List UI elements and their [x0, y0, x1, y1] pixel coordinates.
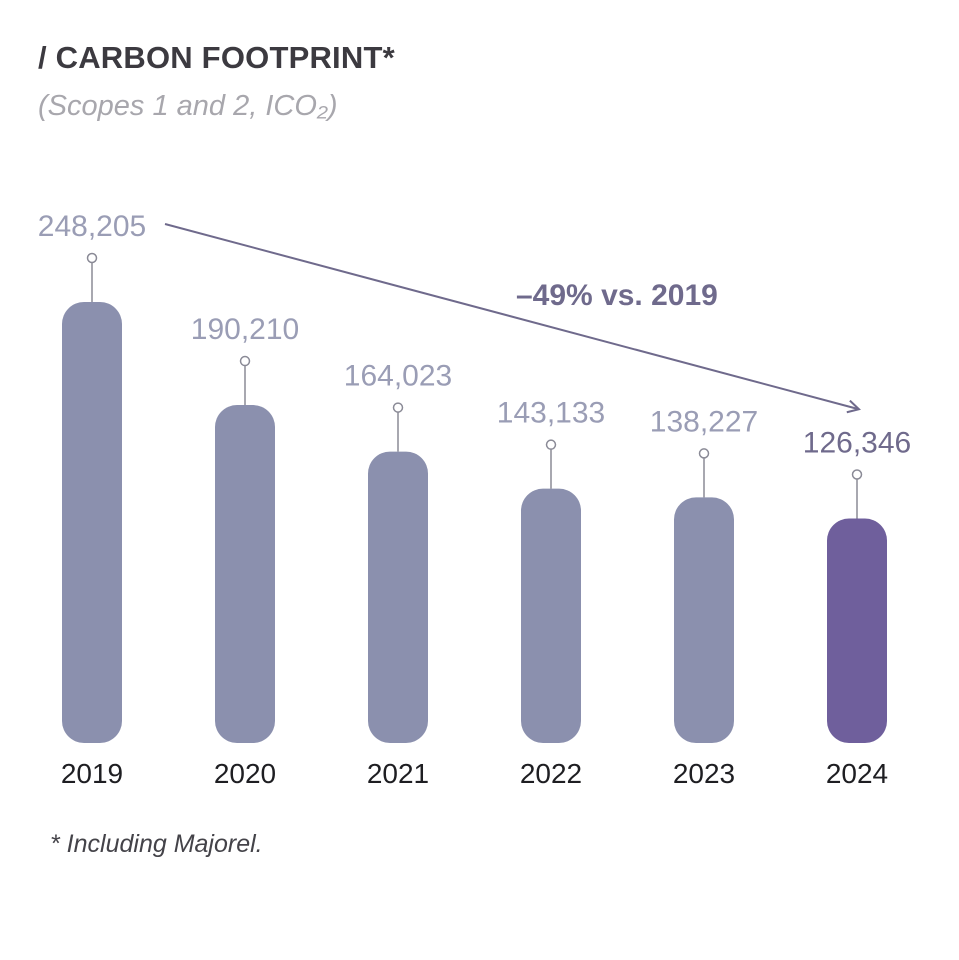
bar-leader-dot [239, 355, 251, 367]
trend-annotation: –49% vs. 2019 [516, 279, 718, 312]
chart-subtitle: (Scopes 1 and 2, ICO₂) [38, 90, 338, 122]
footnote: * Including Majorel. [50, 830, 263, 858]
value-label-2020: 190,210 [191, 313, 299, 346]
bar-2021 [368, 451, 428, 743]
category-label-2020: 2020 [214, 758, 276, 789]
value-label-2023: 138,227 [650, 405, 758, 438]
value-label-2022: 143,133 [497, 397, 605, 430]
category-label-2024: 2024 [826, 758, 888, 789]
bar-2020 [215, 405, 275, 743]
category-label-2022: 2022 [520, 758, 582, 789]
bar-leader-dot [698, 448, 710, 459]
bar-leader-dot [86, 252, 98, 264]
bar-2024 [827, 518, 887, 743]
value-label-2021: 164,023 [344, 360, 452, 393]
bar-leader-dot [392, 402, 404, 413]
category-label-2023: 2023 [673, 758, 735, 789]
bar-2023 [674, 497, 734, 743]
chart-title: / CARBON FOOTPRINT* [38, 40, 395, 75]
bar-2019 [62, 302, 122, 743]
value-label-2019: 248,205 [38, 210, 146, 243]
trend-arrow [164, 223, 858, 409]
value-label-2024: 126,346 [803, 427, 911, 460]
category-label-2019: 2019 [61, 758, 123, 789]
bar-leader-dot [545, 439, 557, 450]
bar-2022 [521, 488, 581, 743]
category-label-2021: 2021 [367, 758, 429, 789]
bar-leader-dot [851, 469, 863, 480]
